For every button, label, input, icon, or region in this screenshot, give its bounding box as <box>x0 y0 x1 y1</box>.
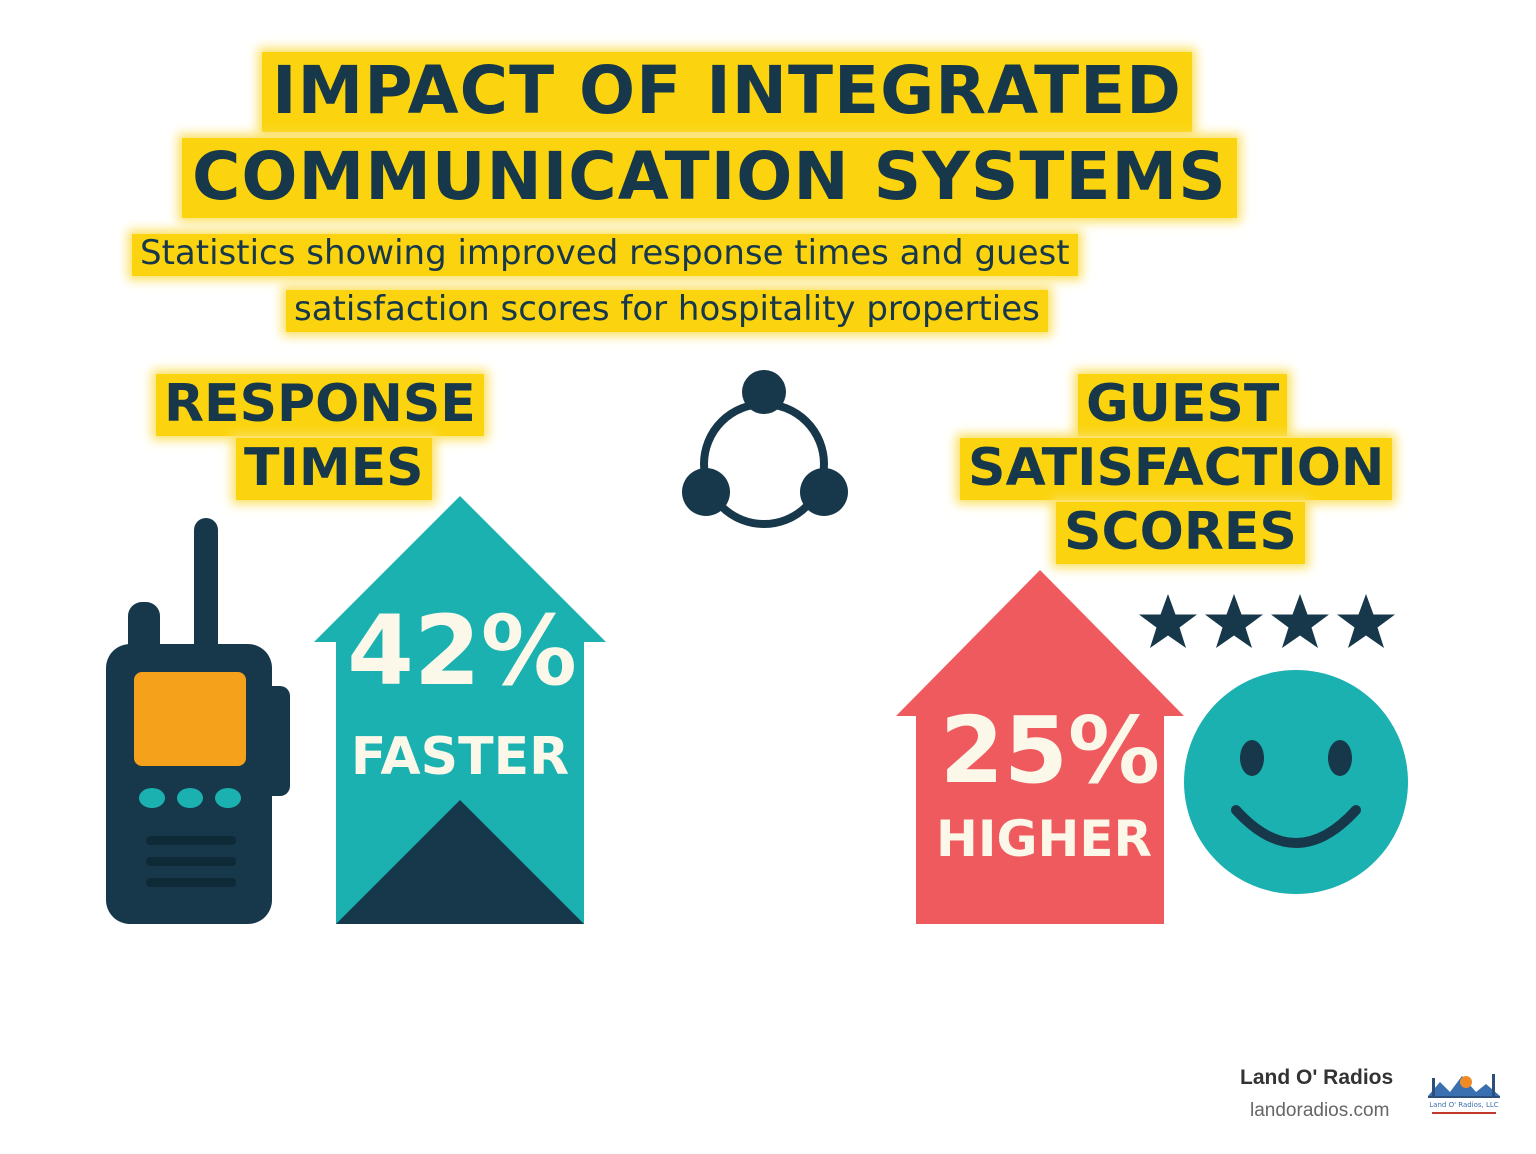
subtitle-line-2: satisfaction scores for hospitality prop… <box>286 290 1048 332</box>
response-heading-line-1: RESPONSE <box>156 374 484 436</box>
rating-stars <box>1139 594 1395 648</box>
star-icon <box>1337 594 1395 648</box>
subtitle-line-1: Statistics showing improved response tim… <box>132 234 1078 276</box>
title-line-1: IMPACT OF INTEGRATED <box>262 52 1192 132</box>
guest-heading-line-3: SCORES <box>1056 502 1305 564</box>
guest-heading-line-1: GUEST <box>1078 374 1288 436</box>
svg-text:Land O' Radios, LLC: Land O' Radios, LLC <box>1429 1101 1499 1109</box>
network-cycle-icon <box>682 370 848 528</box>
title-line-2: COMMUNICATION SYSTEMS <box>182 138 1237 218</box>
guest-heading-line-2: SATISFACTION <box>960 438 1393 500</box>
walkie-talkie-icon <box>106 518 290 924</box>
land-o-radios-logo: Land O' Radios, LLC <box>1428 1074 1500 1114</box>
response-stat-label: FASTER <box>351 727 569 787</box>
star-icon <box>1271 594 1329 648</box>
guest-stat-arrow: 25% HIGHER <box>896 570 1184 924</box>
response-stat-value: 42% <box>347 595 577 707</box>
star-icon <box>1139 594 1197 648</box>
star-icon <box>1205 594 1263 648</box>
response-stat-arrow: 42% FASTER <box>314 496 606 924</box>
footer-brand: Land O' Radios <box>1240 1066 1394 1089</box>
footer-url: landoradios.com <box>1250 1100 1390 1121</box>
guest-stat-value: 25% <box>940 697 1160 804</box>
guest-stat-label: HIGHER <box>936 810 1152 868</box>
smiley-face-icon <box>1184 670 1408 894</box>
response-heading-line-2: TIMES <box>236 438 432 500</box>
